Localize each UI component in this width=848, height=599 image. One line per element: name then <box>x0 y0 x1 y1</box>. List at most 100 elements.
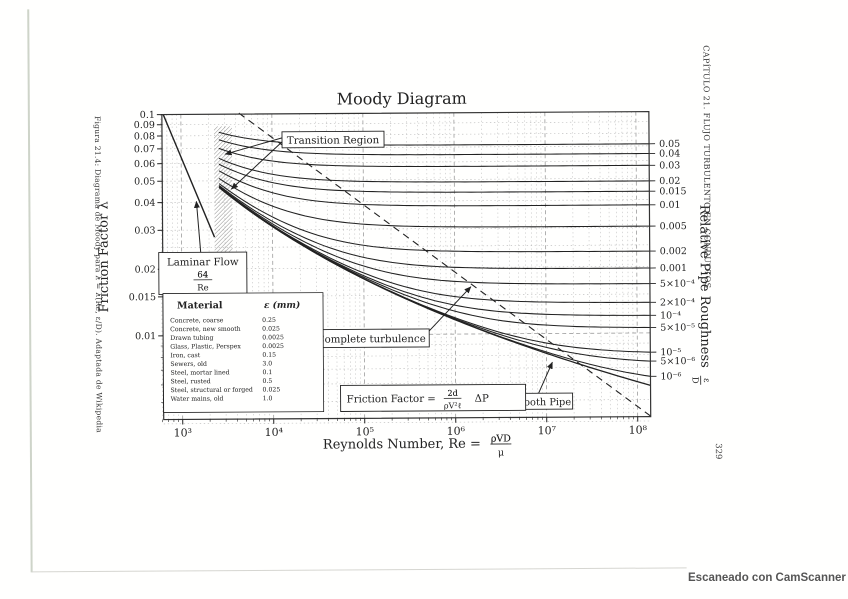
y-tick-label: 0.05 <box>134 176 155 187</box>
annotation-arrow <box>224 137 283 156</box>
y-tick-label: 0.01 <box>135 331 156 342</box>
roughness-tick-label: 2×10⁻⁴ <box>660 297 695 308</box>
laminar-fraction-den: Re <box>197 283 208 293</box>
material-roughness-value: 0.025 <box>263 386 281 393</box>
y-tick-label: 0.015 <box>129 292 156 303</box>
roughness-curves <box>218 131 657 387</box>
x-axis-fraction: ρVD μ <box>490 433 512 459</box>
critical-zone-band <box>213 126 233 269</box>
y-tick-label: 0.04 <box>134 198 155 209</box>
material-name: Drawn tubing <box>170 335 213 342</box>
chart-title: Moody Diagram <box>337 89 467 109</box>
material-roughness-value: 0.1 <box>262 369 272 376</box>
roughness-tick-label: 0.015 <box>659 186 686 197</box>
material-name: Steel, rusted <box>170 378 210 385</box>
y-tick-label: 0.08 <box>134 131 155 142</box>
roughness-curve-0.001 <box>218 185 650 269</box>
friction-formula-fraction: 2d ρV²ℓ <box>443 389 462 410</box>
laminar-fraction: 64 Re <box>193 270 213 293</box>
complete-turbulence-label: Complete turbulence <box>317 334 426 346</box>
transition-region-label: Transition Region <box>287 135 380 147</box>
annotation-arrow <box>230 141 283 190</box>
material-roughness-value: 0.0025 <box>262 343 284 350</box>
chart-text: 64 <box>197 270 208 280</box>
roughness-tick-label: 0.03 <box>659 160 680 171</box>
materials-header-roughness: ε (mm) <box>264 300 300 311</box>
roughness-tick-label: 0.001 <box>660 263 687 274</box>
smooth-pipe-curve <box>218 186 651 387</box>
roughness-curve-2×10⁻⁴ <box>218 186 651 303</box>
material-name: Steel, structural or forged <box>171 387 253 395</box>
roughness-curve-0.02 <box>218 157 650 183</box>
roughness-tick-label: 0.002 <box>660 246 687 257</box>
material-roughness-value: 0.25 <box>262 317 276 324</box>
roughness-tick-label: 10⁻⁶ <box>660 371 681 382</box>
roughness-curve-0.005 <box>218 177 650 228</box>
x-axis-fraction-den: μ <box>498 447 504 458</box>
roughness-tick-label: 0.05 <box>659 139 680 150</box>
laminar-fraction-num: 64 <box>197 270 208 280</box>
material-roughness-value: 0.0025 <box>262 334 284 341</box>
friction-formula-prefix: Friction Factor = <box>347 394 436 406</box>
roughness-tick-label: 0.005 <box>660 221 687 232</box>
figure-caption: Figura 21.4: Diagrama de Moody para λ = … <box>92 115 104 433</box>
chart-text: ρVD <box>491 433 512 444</box>
y2-axis-label: Relative Pipe Roughness <box>696 205 712 368</box>
material-roughness-value: 0.15 <box>262 352 276 359</box>
chapter-header: CAPÍTULO 21. FLUJO TURBULENTO EN CONDUCT… <box>701 45 712 289</box>
y-tick-label: 0.02 <box>135 264 156 275</box>
annotation-arrow <box>428 286 472 332</box>
chart-text: 2d <box>447 389 457 398</box>
laminar-flow-label: Laminar Flow <box>167 257 239 268</box>
friction-formula-suffix: ΔP <box>475 394 489 405</box>
roughness-tick-label: 10⁻⁴ <box>660 310 681 321</box>
x-axis-fraction-num: ρVD <box>491 433 512 444</box>
annotation-arrow <box>193 200 202 253</box>
material-roughness-value: 0.5 <box>262 378 272 385</box>
y-axis-label: Friction Factor λ <box>96 201 112 312</box>
laminar-flow-line <box>162 114 216 238</box>
transition-region-box <box>281 130 385 149</box>
friction-formula-fraction-num: 2d <box>447 389 457 398</box>
material-name: Glass, Plastic, Perspex <box>170 343 241 350</box>
materials-table: Material ε (mm) Concrete, coarse 0.25 Concre… <box>162 292 325 413</box>
roughness-curve-0.015 <box>218 163 650 193</box>
x-axis-label: Reynolds Number, Re = <box>323 437 481 453</box>
camscanner-watermark: Escaneado con CamScanner <box>688 572 846 584</box>
x-tick-label: 10⁷ <box>538 424 557 437</box>
roughness-tick-label: 0.02 <box>659 176 680 187</box>
page-number: 329 <box>712 443 723 460</box>
material-name: Water mains, old <box>171 396 224 403</box>
roughness-tick-label: 0.01 <box>659 200 680 211</box>
svg-text:ε: ε <box>701 378 711 383</box>
material-roughness-value: 3.0 <box>262 360 272 367</box>
material-name: Steel, mortar lined <box>170 369 229 376</box>
material-roughness-value: 0.025 <box>262 326 280 333</box>
y-tick-label: 0.1 <box>140 110 155 121</box>
roughness-curve-0.04 <box>218 139 650 156</box>
y-tick-label: 0.09 <box>134 120 155 131</box>
material-name: Concrete, new smooth <box>170 326 241 333</box>
roughness-tick-label: 0.04 <box>659 148 680 159</box>
friction-formula-fraction-den: ρV²ℓ <box>444 401 462 410</box>
roughness-tick-label: 5×10⁻⁵ <box>660 322 695 333</box>
svg-text:D: D <box>689 377 699 384</box>
x-tick-label: 10³ <box>174 426 193 439</box>
material-roughness-value: 1.0 <box>263 395 273 402</box>
roughness-tick-label: 5×10⁻⁶ <box>660 356 695 367</box>
smooth-pipe-label: Smooth Pipe <box>508 397 571 408</box>
material-name: Sewers, old <box>170 361 207 368</box>
x-tick-label: 10⁶ <box>447 425 466 438</box>
y2-axis-fraction: εD <box>689 375 711 385</box>
roughness-curve-5×10⁻⁴ <box>218 186 650 285</box>
y-tick-label: 0.06 <box>134 159 155 170</box>
friction-formula-box <box>340 383 527 412</box>
material-name: Concrete, coarse <box>170 317 224 324</box>
x-tick-label: 10⁸ <box>629 424 648 437</box>
roughness-tick-label: 10⁻⁵ <box>660 347 681 358</box>
x-tick-label: 10⁵ <box>356 425 375 438</box>
material-name: Iron, cast <box>170 352 200 359</box>
